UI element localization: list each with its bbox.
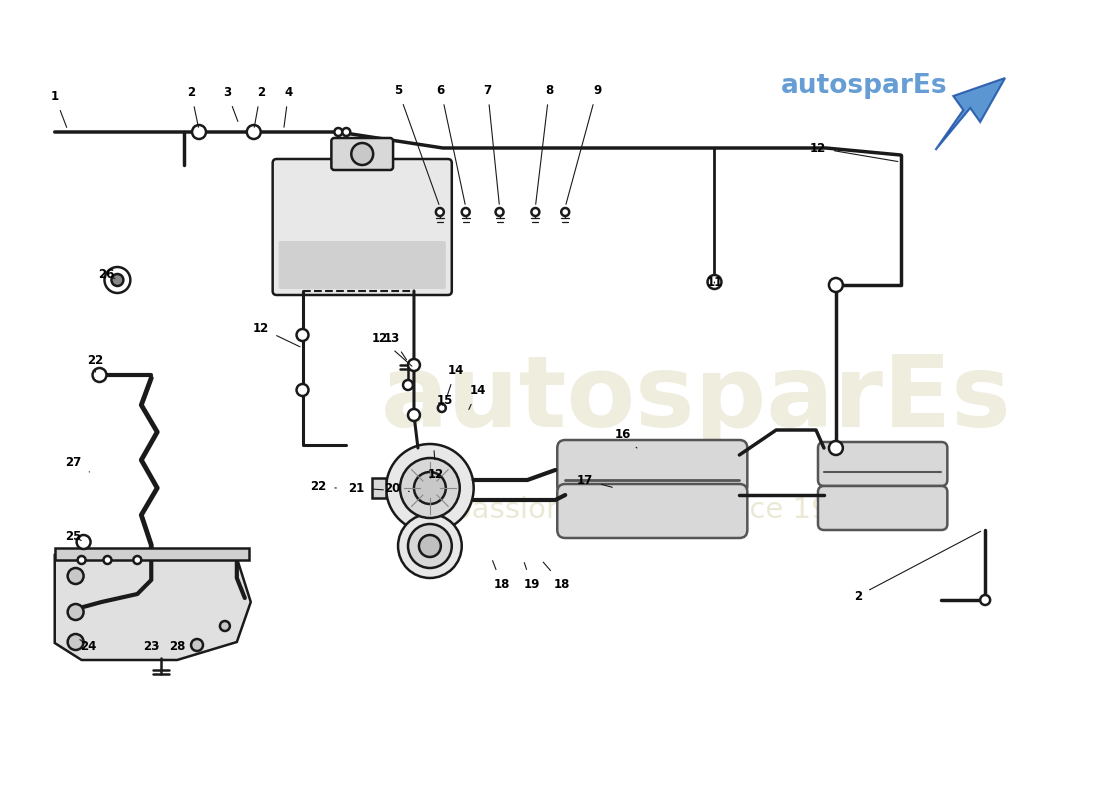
- FancyBboxPatch shape: [818, 442, 947, 486]
- Text: 3: 3: [223, 86, 238, 122]
- Text: 28: 28: [163, 639, 185, 660]
- Text: 24: 24: [80, 639, 97, 653]
- Text: 25: 25: [66, 530, 81, 542]
- FancyBboxPatch shape: [273, 159, 452, 295]
- Text: 16: 16: [615, 427, 637, 448]
- Circle shape: [531, 208, 539, 216]
- Circle shape: [103, 556, 111, 564]
- Circle shape: [220, 621, 230, 631]
- Text: 13: 13: [384, 331, 407, 360]
- Text: 19: 19: [524, 562, 540, 590]
- Circle shape: [334, 128, 342, 136]
- FancyBboxPatch shape: [818, 486, 947, 530]
- Circle shape: [77, 535, 90, 549]
- Circle shape: [561, 208, 569, 216]
- Text: 1: 1: [51, 90, 67, 127]
- Circle shape: [980, 595, 990, 605]
- Text: 18: 18: [493, 561, 509, 590]
- Text: a passion for parts since 1985: a passion for parts since 1985: [427, 496, 867, 524]
- FancyBboxPatch shape: [278, 241, 446, 289]
- FancyBboxPatch shape: [558, 440, 747, 494]
- Circle shape: [192, 125, 206, 139]
- Text: 20: 20: [384, 482, 409, 494]
- Circle shape: [408, 524, 452, 568]
- Text: 2: 2: [854, 531, 981, 602]
- FancyBboxPatch shape: [558, 484, 747, 538]
- Text: autosparEs: autosparEs: [382, 351, 1012, 449]
- Text: 18: 18: [543, 562, 571, 590]
- Text: 23: 23: [143, 639, 160, 653]
- Circle shape: [191, 639, 204, 651]
- Text: 5: 5: [394, 83, 439, 204]
- Text: 12: 12: [372, 331, 411, 366]
- Text: 2: 2: [254, 86, 265, 127]
- Circle shape: [436, 208, 443, 216]
- Circle shape: [68, 634, 84, 650]
- Text: 14: 14: [469, 383, 486, 410]
- Text: 11: 11: [706, 277, 723, 290]
- Text: 7: 7: [484, 83, 499, 204]
- Circle shape: [68, 568, 84, 584]
- Text: 9: 9: [566, 83, 602, 204]
- Circle shape: [403, 380, 412, 390]
- Circle shape: [829, 278, 843, 292]
- Circle shape: [351, 143, 373, 165]
- Circle shape: [133, 556, 141, 564]
- Circle shape: [92, 368, 107, 382]
- Bar: [372, 478, 386, 498]
- Circle shape: [398, 514, 462, 578]
- Circle shape: [297, 329, 308, 341]
- Circle shape: [342, 128, 350, 136]
- Circle shape: [408, 409, 420, 421]
- Polygon shape: [55, 555, 251, 660]
- Text: 4: 4: [284, 86, 293, 127]
- Bar: [55, 548, 249, 560]
- Circle shape: [111, 274, 123, 286]
- Circle shape: [414, 472, 446, 504]
- Circle shape: [408, 359, 420, 371]
- Circle shape: [707, 275, 722, 289]
- Text: 15: 15: [437, 394, 453, 406]
- Text: 22: 22: [310, 481, 337, 494]
- Circle shape: [419, 535, 441, 557]
- Circle shape: [78, 556, 86, 564]
- Circle shape: [496, 208, 504, 216]
- Text: 2: 2: [187, 86, 198, 127]
- Text: 12: 12: [810, 142, 898, 162]
- Text: 21: 21: [348, 482, 383, 494]
- Circle shape: [400, 458, 460, 518]
- Text: 27: 27: [66, 455, 89, 472]
- Circle shape: [829, 441, 843, 455]
- Text: 17: 17: [578, 474, 613, 487]
- Circle shape: [68, 604, 84, 620]
- Circle shape: [104, 267, 131, 293]
- Polygon shape: [935, 78, 1005, 150]
- FancyBboxPatch shape: [331, 138, 393, 170]
- Circle shape: [246, 125, 261, 139]
- Bar: [420, 532, 440, 546]
- Circle shape: [386, 444, 474, 532]
- Text: 8: 8: [536, 83, 553, 204]
- Circle shape: [297, 384, 308, 396]
- Text: 22: 22: [87, 354, 103, 372]
- Circle shape: [462, 208, 470, 216]
- Text: 14: 14: [447, 363, 464, 398]
- Text: 12: 12: [428, 450, 444, 481]
- Text: autosparEs: autosparEs: [780, 73, 947, 99]
- Circle shape: [438, 404, 446, 412]
- Text: 26: 26: [98, 267, 116, 281]
- Text: 12: 12: [253, 322, 300, 347]
- Text: 6: 6: [437, 83, 465, 204]
